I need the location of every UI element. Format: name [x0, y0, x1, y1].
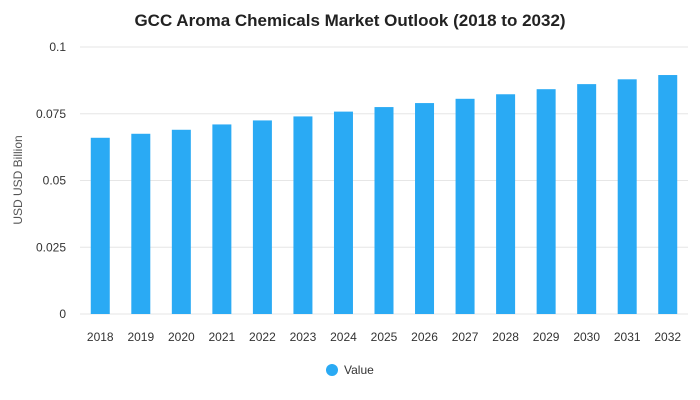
x-tick-label: 2018 — [87, 330, 114, 344]
y-tick-label: 0 — [59, 307, 66, 321]
bar-2020[interactable] — [171, 129, 191, 314]
bar-2021[interactable] — [212, 124, 232, 315]
x-tick-label: 2028 — [492, 330, 519, 344]
bar-2023[interactable] — [293, 116, 313, 314]
bar-2030[interactable] — [577, 84, 597, 314]
chart-title: GCC Aroma Chemicals Market Outlook (2018… — [134, 11, 565, 30]
x-tick-label: 2023 — [290, 330, 317, 344]
y-tick-label: 0.1 — [49, 40, 66, 54]
bar-2024[interactable] — [333, 111, 353, 314]
y-tick-label: 0.075 — [36, 107, 66, 121]
y-tick-label: 0.05 — [43, 174, 67, 188]
legend[interactable]: Value — [326, 363, 374, 377]
y-axis-ticks: 0 0.025 0.05 0.075 0.1 — [36, 40, 66, 321]
bar-2018[interactable] — [90, 137, 110, 314]
x-tick-label: 2019 — [127, 330, 154, 344]
y-tick-label: 0.025 — [36, 240, 66, 254]
bars — [90, 75, 678, 315]
bar-2032[interactable] — [658, 75, 678, 314]
x-tick-label: 2030 — [573, 330, 600, 344]
x-tick-label: 2032 — [654, 330, 681, 344]
bar-2025[interactable] — [374, 107, 394, 314]
x-tick-label: 2024 — [330, 330, 357, 344]
bar-2019[interactable] — [131, 133, 151, 314]
x-tick-label: 2026 — [411, 330, 438, 344]
y-axis-label: USD USD Billion — [11, 135, 25, 224]
bar-2029[interactable] — [536, 89, 556, 314]
x-tick-label: 2025 — [371, 330, 398, 344]
bar-2028[interactable] — [496, 94, 516, 314]
legend-swatch-value — [326, 364, 338, 376]
bar-2031[interactable] — [617, 79, 637, 314]
bar-2022[interactable] — [252, 120, 272, 314]
bar-2027[interactable] — [455, 98, 475, 314]
x-tick-label: 2021 — [209, 330, 236, 344]
x-tick-label: 2031 — [614, 330, 641, 344]
x-axis-ticks: 2018 2019 2020 2021 2022 2023 2024 2025 2026 2027… — [87, 330, 681, 344]
legend-label-value: Value — [344, 363, 374, 377]
bar-2026[interactable] — [415, 103, 435, 314]
x-tick-label: 2022 — [249, 330, 276, 344]
x-tick-label: 2029 — [533, 330, 560, 344]
x-tick-label: 2027 — [452, 330, 479, 344]
x-tick-label: 2020 — [168, 330, 195, 344]
